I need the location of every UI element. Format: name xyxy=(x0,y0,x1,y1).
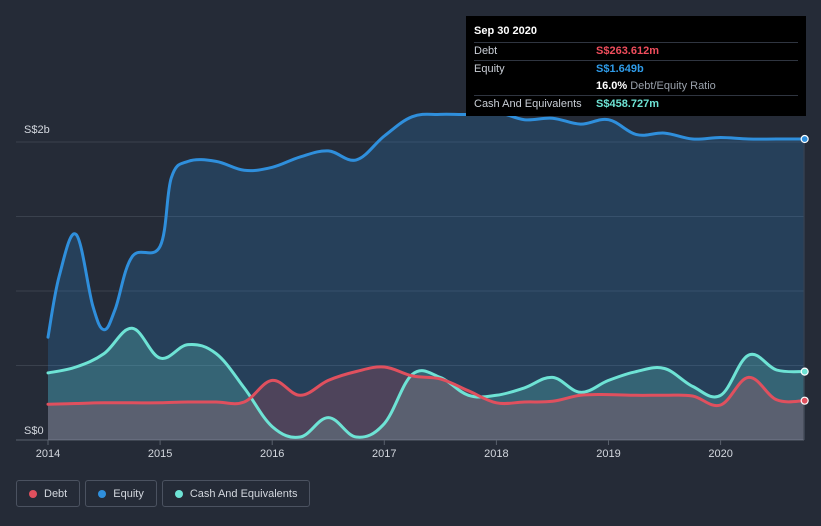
cash-and-equivalents-end-point xyxy=(800,367,809,376)
legend-label-equity: Equity xyxy=(113,487,144,500)
equity-line xyxy=(46,110,807,339)
x-tick-label-2019: 2019 xyxy=(596,448,620,460)
chart-gridlines: S$2b S$0 2014 2015 2016 2017 2018 2019 2020 xyxy=(16,124,804,460)
series-end-markers xyxy=(800,134,809,405)
x-tick-label-2017: 2017 xyxy=(372,448,396,460)
tooltip-debt-value: S$263.612m xyxy=(596,45,659,57)
chart-legend: Debt Equity Cash And Equivalents xyxy=(16,480,311,507)
tooltip-equity-value: S$1.649b xyxy=(596,63,644,75)
data-tooltip: Sep 30 2020 Debt S$263.612m Equity S$1.6… xyxy=(466,16,806,116)
tooltip-date: Sep 30 2020 xyxy=(474,25,537,37)
tooltip-ratio-row: 16.0% Debt/Equity Ratio xyxy=(474,78,798,95)
x-tick-label-2014: 2014 xyxy=(36,448,60,460)
chart-lines xyxy=(46,110,807,439)
chart-areas xyxy=(48,112,805,441)
tooltip-equity-row: Equity S$1.649b xyxy=(474,60,798,78)
tooltip-equity-label: Equity xyxy=(474,63,505,75)
tooltip-debt-label: Debt xyxy=(474,45,498,57)
debt-area xyxy=(48,366,805,440)
legend-item-equity[interactable]: Equity xyxy=(85,480,157,507)
tooltip-ratio-value: 16.0% xyxy=(596,80,628,92)
debt-line xyxy=(46,365,807,408)
cash-and-equivalents-line xyxy=(46,326,807,439)
legend-label-cash: Cash And Equivalents xyxy=(189,487,298,500)
equity-area xyxy=(48,112,805,441)
tooltip-cash-label: Cash And Equivalents xyxy=(474,98,582,110)
legend-label-debt: Debt xyxy=(44,487,68,500)
cash-dot-icon xyxy=(174,489,183,498)
debt-dot-icon xyxy=(29,489,37,498)
y-tick-label-2000: S$2b xyxy=(24,124,50,136)
y-tick-label-0: S$0 xyxy=(24,425,44,437)
cash-and-equivalents-area xyxy=(48,328,805,440)
debt-end-point xyxy=(800,396,809,405)
tooltip-ratio-label: Debt/Equity Ratio xyxy=(630,80,716,92)
tooltip-cash-row: Cash And Equivalents S$458.727m xyxy=(474,95,798,113)
legend-item-cash[interactable]: Cash And Equivalents xyxy=(161,480,311,507)
tooltip-cash-value: S$458.727m xyxy=(596,98,659,110)
x-tick-label-2020: 2020 xyxy=(708,448,732,460)
x-tick-label-2018: 2018 xyxy=(484,448,508,460)
equity-dot-icon xyxy=(98,489,107,498)
legend-item-debt[interactable]: Debt xyxy=(16,480,81,507)
x-tick-label-2015: 2015 xyxy=(148,448,172,460)
equity-end-point xyxy=(800,134,809,144)
x-tick-label-2016: 2016 xyxy=(260,448,284,460)
tooltip-debt-row: Debt S$263.612m xyxy=(474,42,798,60)
